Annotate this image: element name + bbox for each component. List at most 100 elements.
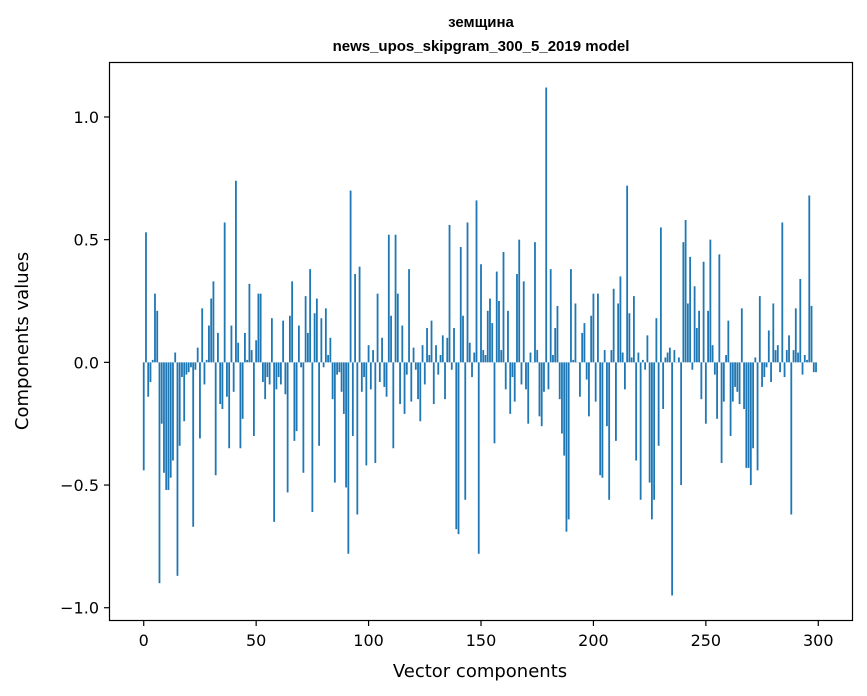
bar [417,362,419,400]
bar [518,239,521,363]
bar [770,362,772,382]
bar [498,301,500,363]
bar [561,362,563,434]
bar [471,362,473,378]
bar [174,352,177,363]
bar [608,362,611,500]
bar [720,362,723,463]
bar [727,320,730,363]
bar [745,362,748,468]
bar [752,362,754,449]
bar [428,355,431,363]
bar [268,362,271,385]
bar [336,362,338,375]
bar [390,315,392,363]
bar [383,362,386,387]
bar [244,332,246,363]
bar [176,362,179,576]
bar [695,328,698,363]
bar [612,288,615,363]
bar [284,362,287,395]
bar [648,362,651,483]
bar [711,345,714,363]
bar [466,222,469,363]
bar [615,362,617,441]
bar [199,362,201,439]
bar [646,335,649,363]
bar [300,362,303,368]
bar [313,313,316,363]
bar [192,362,195,527]
bar [435,345,437,363]
bar [729,362,732,436]
bar [288,315,291,363]
bar [235,180,237,363]
y-tick-label: 1.0 [74,108,99,127]
bar [716,362,718,419]
bar [583,323,586,363]
bar [691,362,694,370]
bar [545,87,548,363]
bar [279,362,282,385]
bar [664,357,667,363]
bar [259,293,262,363]
bar [405,362,408,375]
bar [342,362,345,414]
x-tick-label: 0 [139,631,149,650]
bar [785,350,788,363]
bar [257,293,260,363]
bar [354,274,356,363]
bar [718,254,721,363]
bar [484,355,487,363]
bar [477,362,480,554]
x-tick-label: 250 [691,631,722,650]
bar [653,362,656,500]
bar [579,362,581,397]
bar [597,293,599,363]
bar-series [142,87,817,596]
bar [758,296,761,363]
bar [387,234,390,363]
bar [372,350,374,363]
bar [270,318,273,363]
bar [408,269,410,363]
bar [603,350,606,363]
bar [491,323,494,363]
bar [529,352,532,363]
bar [385,362,388,397]
bar [329,337,332,363]
bar [464,362,467,500]
bar [399,362,401,405]
bar [230,325,233,363]
bar [801,362,804,375]
bar [639,362,642,500]
bar [725,355,727,363]
x-tick-label: 150 [466,631,497,650]
bar [621,352,624,363]
bar [194,362,197,370]
bar [338,362,341,373]
bar [774,350,777,363]
bar [650,362,653,520]
bar [677,357,680,363]
bar [734,362,736,387]
bar [693,286,696,363]
bar [183,362,186,422]
bar [754,357,757,363]
bar [356,362,359,515]
bar [722,362,725,402]
bar [221,362,224,409]
bar [450,362,453,370]
y-axis-label: Components values [12,252,33,430]
bar [376,293,379,363]
bar [482,350,485,363]
chart-title: земщина [448,14,514,31]
bar [295,362,298,432]
bar [219,362,222,405]
bar [412,347,415,363]
bar [378,362,381,382]
bar [228,362,231,449]
bar [554,328,557,363]
bar [606,362,608,427]
bar [776,345,779,363]
